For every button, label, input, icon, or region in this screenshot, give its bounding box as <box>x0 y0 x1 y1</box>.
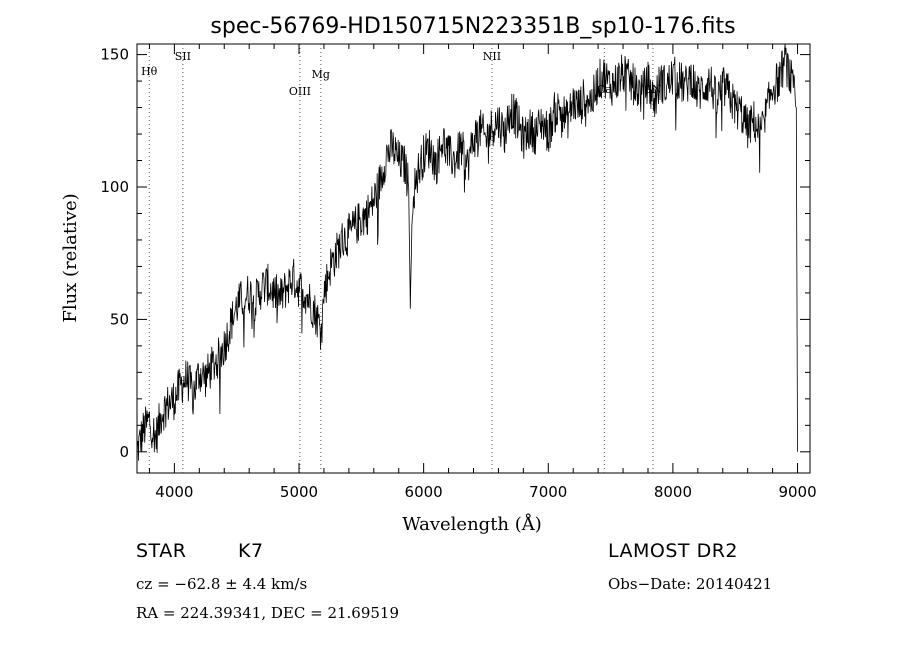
x-tick-label: 5000 <box>280 483 318 501</box>
plot-frame <box>136 43 811 474</box>
spectral-line-label: Mg <box>312 68 330 81</box>
y-axis-label: Flux (relative) <box>60 193 81 322</box>
spectrum-series-line <box>136 43 798 461</box>
spectral-line-label: SII <box>175 50 191 63</box>
radial-velocity: cz = −62.8 ± 4.4 km/s <box>136 575 308 593</box>
coordinates: RA = 224.39341, DEC = 21.69519 <box>136 604 400 622</box>
spectral-line-label: OIII <box>289 85 311 98</box>
x-axis-label: Wavelength (Å) <box>402 513 542 535</box>
x-tick-label: 8000 <box>654 483 692 501</box>
x-tick-label: 9000 <box>778 483 816 501</box>
spectral-class: K7 <box>238 540 264 562</box>
spectral-line-label: NII <box>483 50 501 63</box>
object-type: STAR <box>136 540 187 562</box>
spectral-line-label: Hθ <box>141 65 158 78</box>
y-tick-label: 100 <box>100 178 129 196</box>
chart-title: spec-56769-HD150715N223351B_sp10-176.fit… <box>210 14 735 39</box>
y-tick-label: 0 <box>119 443 129 461</box>
observation-date: Obs−Date: 20140421 <box>608 575 773 593</box>
y-tick-label: 50 <box>110 310 129 328</box>
y-tick-label: 150 <box>100 46 129 64</box>
x-tick-label: 4000 <box>155 483 193 501</box>
x-tick-label: 6000 <box>405 483 443 501</box>
x-tick-label: 7000 <box>529 483 567 501</box>
survey-name: LAMOST DR2 <box>608 540 738 562</box>
